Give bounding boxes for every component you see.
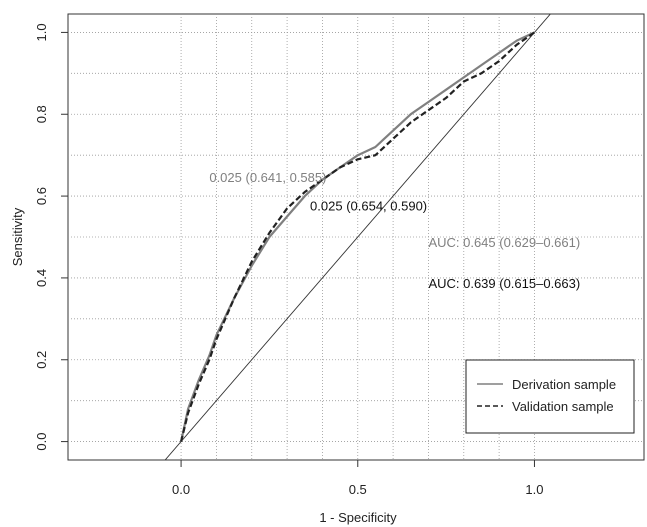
y-tick-label: 0.8 <box>34 105 49 123</box>
legend: Derivation sample Validation sample <box>465 359 635 434</box>
annotations: 0.025 (0.641, 0.585) 0.025 (0.654, 0.590)… <box>209 170 580 291</box>
annotation-label: 0.025 (0.641, 0.585) <box>209 170 326 185</box>
legend-label-validation: Validation sample <box>512 399 614 414</box>
annotation-label: AUC: 0.645 (0.629–0.661) <box>428 235 580 250</box>
x-tick-label: 0.5 <box>349 482 367 497</box>
x-axis: 0.0 0.5 1.0 <box>172 460 543 497</box>
annotation-label: AUC: 0.639 (0.615–0.663) <box>428 276 580 291</box>
x-axis-label: 1 - Specificity <box>319 510 397 525</box>
y-tick-label: 0.4 <box>34 269 49 287</box>
y-tick-label: 0.0 <box>34 433 49 451</box>
reference-line-group <box>164 14 551 460</box>
legend-label-derivation: Derivation sample <box>512 377 616 392</box>
y-tick-label: 0.6 <box>34 187 49 205</box>
y-axis: 0.0 0.2 0.4 0.6 0.8 1.0 <box>34 23 68 451</box>
series-group <box>180 31 536 442</box>
annotation-label: 0.025 (0.654, 0.590) <box>310 198 427 213</box>
y-tick-label: 1.0 <box>34 23 49 41</box>
x-tick-label: 0.0 <box>172 482 190 497</box>
y-axis-label: Sensitivity <box>10 207 25 266</box>
reference-diagonal-line <box>164 14 551 460</box>
series-line-validation <box>180 31 536 442</box>
legend-box <box>465 359 635 434</box>
x-tick-label: 1.0 <box>525 482 543 497</box>
y-tick-label: 0.2 <box>34 351 49 369</box>
